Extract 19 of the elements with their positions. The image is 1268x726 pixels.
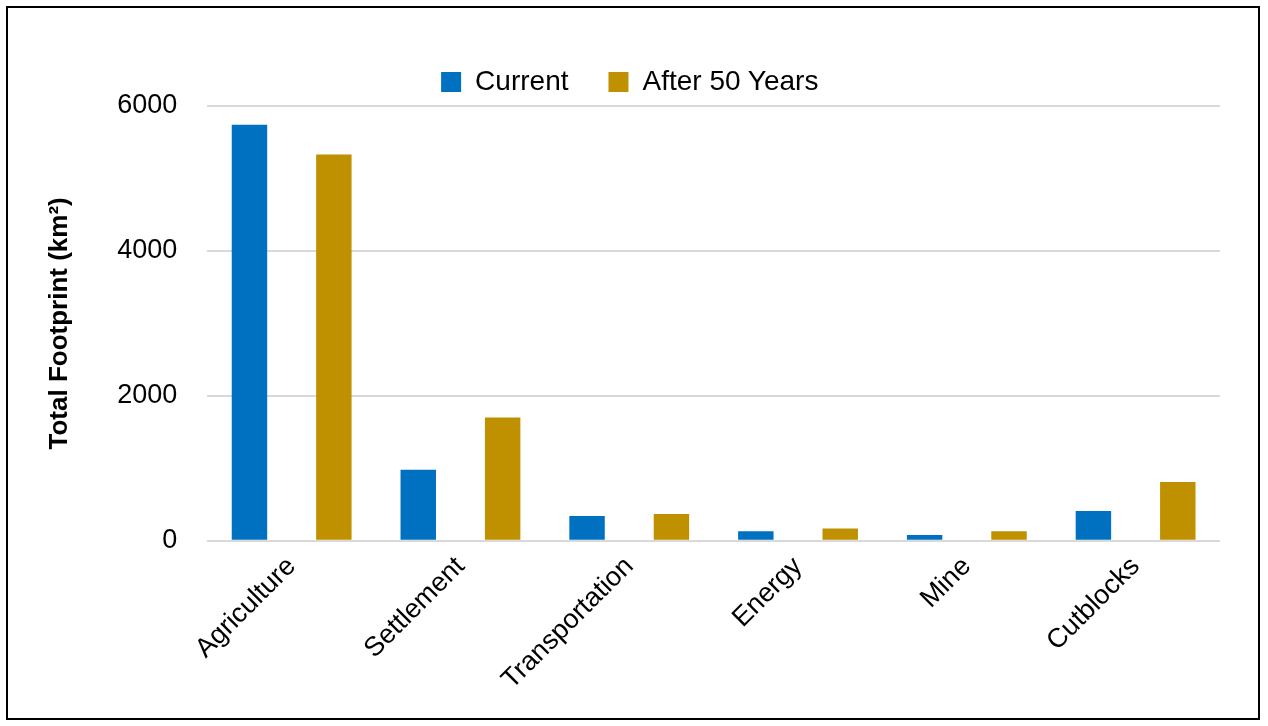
bar xyxy=(991,531,1027,540)
bar xyxy=(400,469,436,540)
y-tick-label: 6000 xyxy=(117,89,178,120)
legend-label: Current xyxy=(475,64,569,96)
y-tick-label: 0 xyxy=(162,524,178,555)
bar xyxy=(906,534,943,540)
y-axis-title: Total Footprint (km²) xyxy=(42,197,73,450)
bar xyxy=(1075,510,1112,540)
bar xyxy=(484,417,521,540)
bar xyxy=(1160,482,1196,540)
bar xyxy=(316,154,352,540)
bar xyxy=(231,124,268,540)
y-tick-label: 4000 xyxy=(117,234,178,265)
bar xyxy=(738,531,774,540)
bar xyxy=(822,528,858,540)
bar xyxy=(653,513,690,540)
legend-label: After 50 Years xyxy=(642,64,819,96)
y-tick-label: 2000 xyxy=(117,379,178,410)
bar xyxy=(569,516,605,540)
